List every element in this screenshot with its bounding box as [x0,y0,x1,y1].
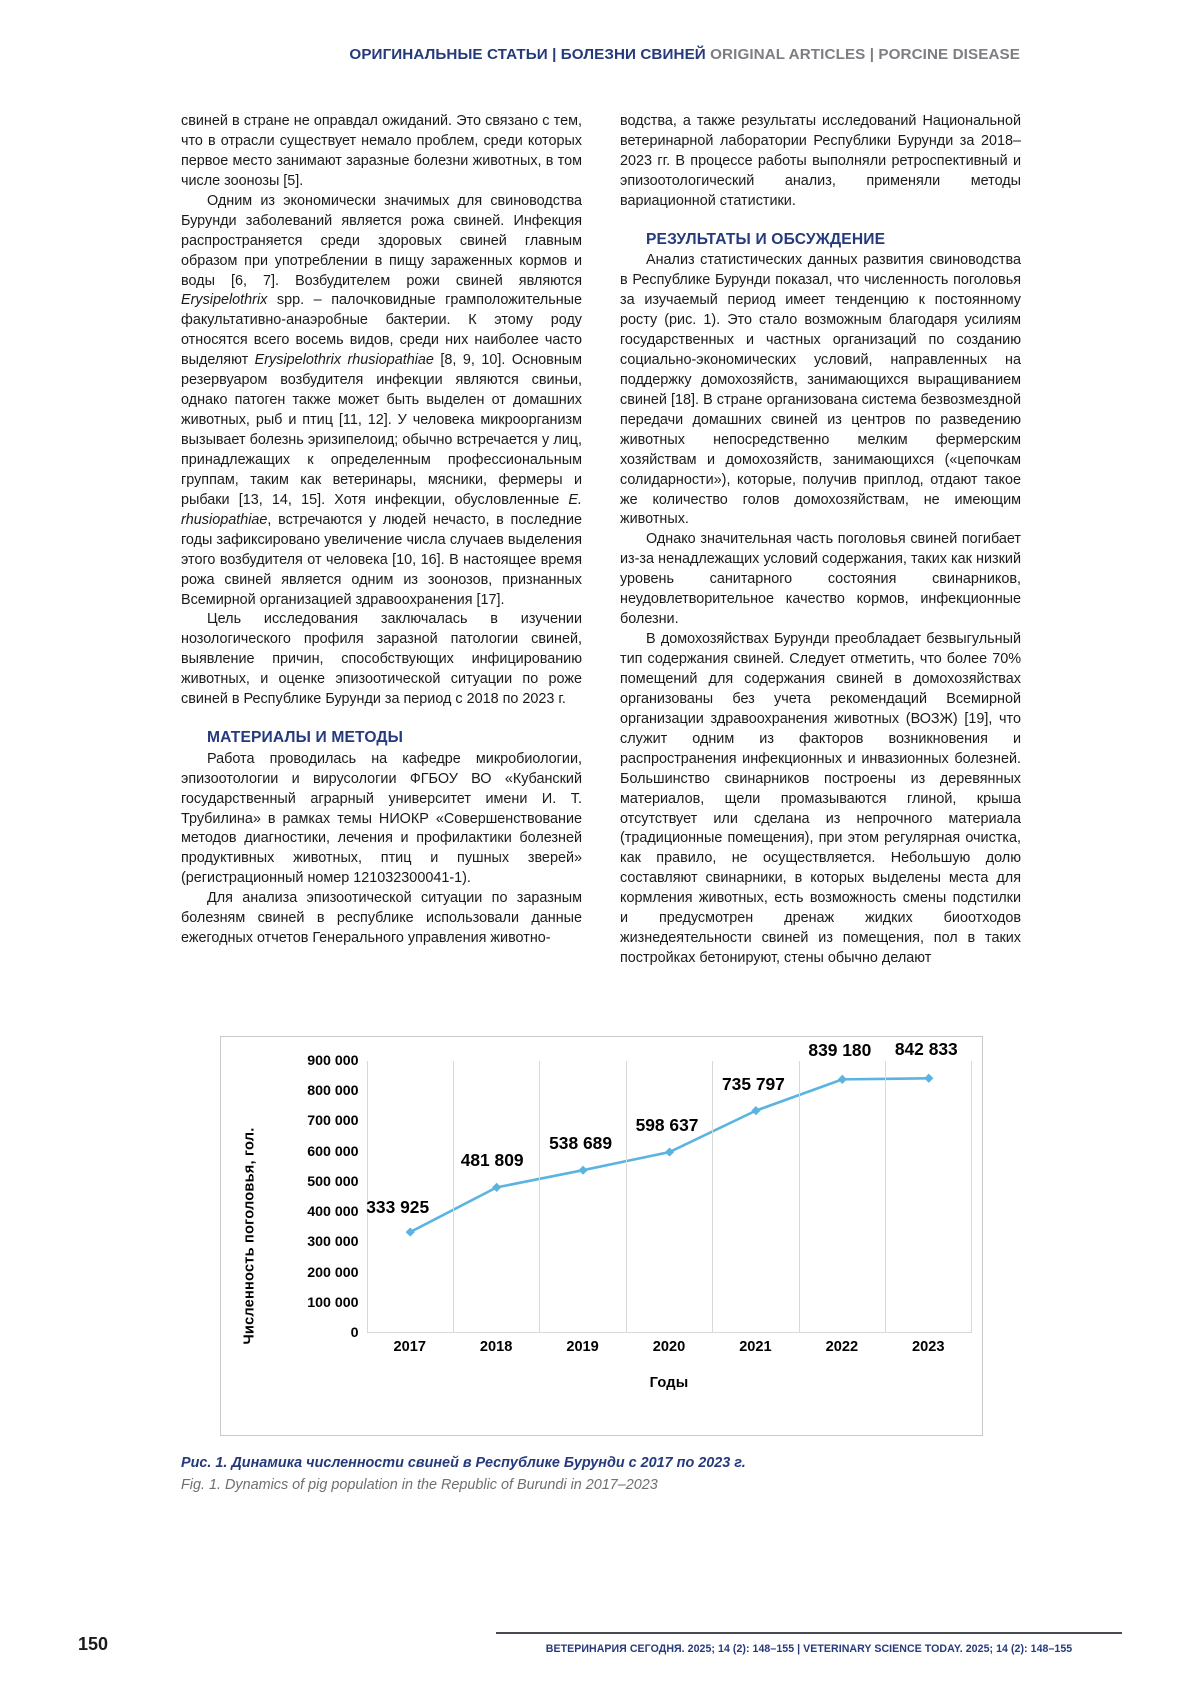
x-axis-ticks: 2017 2018 2019 2020 2021 2022 2023 [367,1339,972,1363]
paragraph-erysipelas: Одним из экономически значимых для свино… [181,192,582,611]
paragraph-affiliation: Работа проводилась на кафедре микробиоло… [181,750,582,887]
gridline-vertical [970,1061,972,1333]
footer-citation: ВЕТЕРИНАРИЯ СЕГОДНЯ. 2025; 14 (2): 148–1… [545,1643,1073,1655]
page-footer: 150 ВЕТЕРИНАРИЯ СЕГОДНЯ. 2025; 14 (2): 1… [78,1615,1122,1655]
y-axis-ticks: 900 000 800 000 700 000 600 000 500 000 400 0… [263,1053,359,1341]
data-point-marker [491,1182,501,1192]
gridline-vertical [539,1061,541,1333]
data-point-marker [664,1147,674,1157]
paragraph-mortality: Однако значительная часть поголовья свин… [620,531,1021,628]
running-head-en: ORIGINAL ARTICLES | PORCINE DISEASE [710,46,1020,63]
x-tick-label: 2022 [825,1339,859,1355]
x-axis-line [366,1332,972,1333]
article-body: свиней в стране не оправдал ожиданий. Эт… [181,112,1021,1017]
chart-container: Численность поголовья, гол. 900 000 800 0… [219,1036,983,1436]
species-name: Erysipelothrix rhusiopathiae [254,352,434,369]
running-head-ru: ОРИГИНАЛЬНЫЕ СТАТЬИ | БОЛЕЗНИ СВИНЕЙ [349,46,706,63]
text-run: [8, 9, 10]. Основным резервуаром возбуди… [181,352,583,508]
section-heading-results: РЕЗУЛЬТАТЫ И ОБСУЖДЕНИЕ [646,230,886,248]
y-axis-title: Численность поголовья, гол. [237,1037,263,1435]
right-column: водства, а также результаты исследований… [620,112,1021,1017]
section-heading-materials: МАТЕРИАЛЫ И МЕТОДЫ [207,729,404,747]
figure-1: Численность поголовья, гол. 900 000 800 0… [181,1036,1021,1496]
y-tick-label: 700 000 [307,1113,359,1130]
y-axis-title-label: Численность поголовья, гол. [241,1127,258,1345]
paragraph-data-sources: Для анализа эпизоотической ситуации по з… [181,890,582,947]
y-tick-label: 500 000 [307,1173,359,1190]
gridline-vertical [452,1061,454,1333]
paragraph-methods-continuation: водства, а также результаты исследований… [620,113,1021,209]
y-tick-label: 400 000 [307,1204,359,1221]
plot-area: 333 925 481 809 538 689 598 637 735 797 839 1… [366,1039,972,1333]
data-point-marker [750,1106,761,1116]
data-point-marker [923,1073,933,1083]
data-label: 598 637 [635,1115,699,1136]
y-tick-label: 900 000 [307,1053,359,1069]
figure-caption-ru: Рис. 1. Динамика численности свиней в Ре… [181,1455,746,1471]
y-tick-label: 600 000 [307,1143,359,1160]
gridline-vertical [712,1061,714,1333]
data-label: 481 809 [460,1150,524,1171]
data-label: 842 833 [894,1039,958,1060]
x-tick-label: 2021 [739,1339,772,1355]
y-tick-label: 0 [350,1325,359,1341]
y-tick-label: 300 000 [307,1234,359,1251]
text-run: Одним из экономически значимых для свино… [181,192,582,289]
gridline-vertical [366,1061,368,1333]
data-label: 333 925 [366,1197,430,1218]
paragraph-results-growth: Анализ статистических данных развития св… [620,252,1021,528]
data-label: 735 797 [721,1073,785,1094]
page-number: 150 [78,1634,109,1654]
gridline-vertical [885,1061,887,1333]
x-axis-title: Годы [649,1375,689,1391]
data-label: 839 180 [808,1040,872,1061]
left-column: свиней в стране не оправдал ожиданий. Эт… [181,112,582,1017]
species-name: Erysipelothrix [181,292,268,309]
paragraph-housing: В домохозяйствах Бурунди преобладает без… [620,631,1021,967]
data-point-marker [405,1227,415,1237]
x-tick-label: 2020 [652,1339,686,1355]
y-tick-label: 100 000 [307,1294,359,1311]
text-run: , встречаются у людей нечасто, в последн… [181,511,582,608]
gridline-vertical [798,1061,800,1333]
running-head: ОРИГИНАЛЬНЫЕ СТАТЬИ | БОЛЕЗНИ СВИНЕЙ ORI… [180,46,1020,63]
line-series [405,1073,933,1237]
footer-divider [496,1632,1122,1634]
y-tick-label: 800 000 [307,1083,359,1100]
data-point-marker [837,1074,847,1084]
paragraph-continuation: свиней в стране не оправдал ожиданий. Эт… [181,113,582,189]
text-run: spp. – палочковидные грамположительные ф… [181,292,582,369]
gridline-vertical [625,1061,627,1333]
figure-caption-en: Fig. 1. Dynamics of pig population in th… [181,1476,658,1493]
paragraph-objective: Цель исследования заключалась в изучении… [181,611,582,708]
figure-caption: Рис. 1. Динамика численности свиней в Ре… [181,1453,1021,1496]
y-tick-label: 200 000 [307,1264,359,1281]
x-tick-label: 2019 [566,1339,599,1355]
x-tick-label: 2017 [393,1339,426,1355]
x-tick-label: 2018 [479,1339,513,1355]
species-name: E. rhusiopathiae [181,491,582,528]
x-tick-label: 2023 [912,1339,945,1355]
data-label: 538 689 [549,1133,612,1154]
data-point-marker [577,1165,588,1175]
footer-citation-block: ВЕТЕРИНАРИЯ СЕГОДНЯ. 2025; 14 (2): 148–1… [496,1632,1122,1655]
